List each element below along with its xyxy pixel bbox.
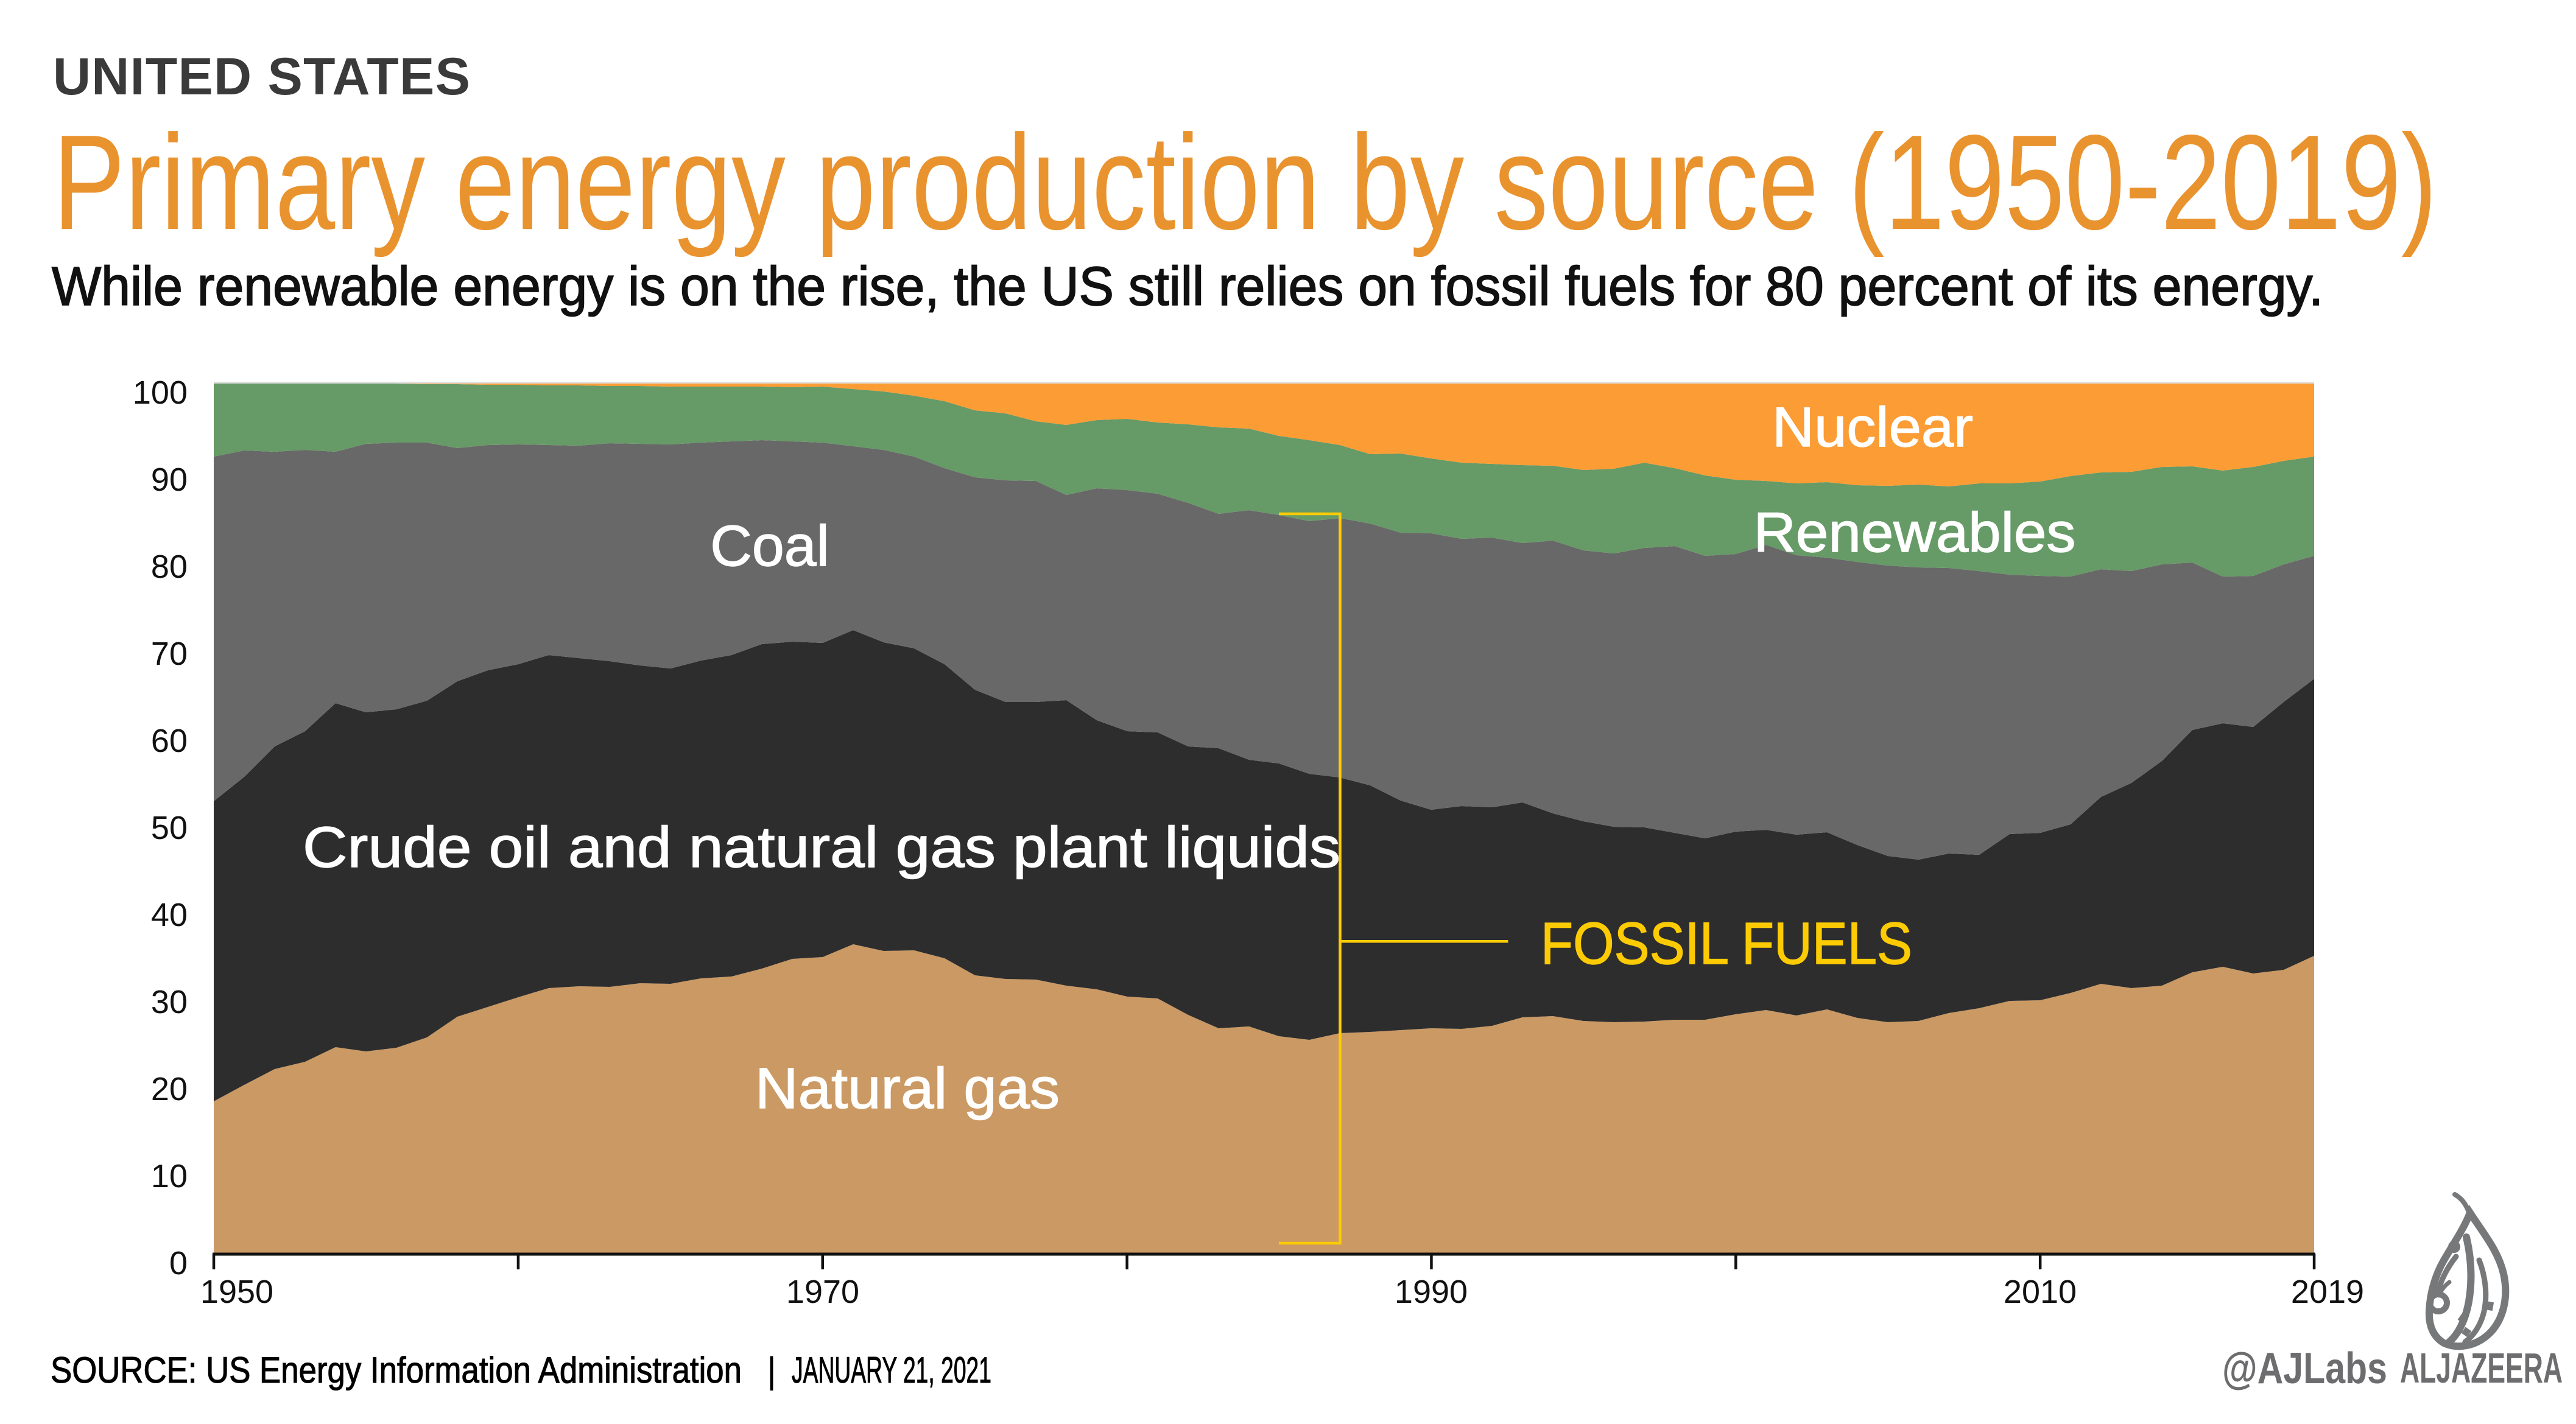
svg-text:@AJLabs: @AJLabs [2222,1344,2387,1393]
svg-text:60: 60 [151,723,188,759]
svg-text:80: 80 [151,549,188,585]
svg-text:JANUARY 21, 2021: JANUARY 21, 2021 [792,1350,991,1391]
svg-text:Nuclear: Nuclear [1772,396,1973,458]
svg-text:0: 0 [169,1245,188,1282]
svg-text:1990: 1990 [1395,1274,1468,1310]
svg-text:1970: 1970 [786,1274,859,1310]
svg-text:Primary energy production by s: Primary energy production by source (195… [53,107,2437,258]
svg-text:30: 30 [151,984,188,1020]
svg-text:Coal: Coal [710,514,829,578]
svg-text:70: 70 [151,636,188,672]
svg-text:50: 50 [151,810,188,846]
svg-text:ALJAZEERA: ALJAZEERA [2400,1344,2563,1392]
svg-text:Renewables: Renewables [1754,502,2076,564]
svg-text:|: | [767,1350,776,1391]
svg-text:Natural gas: Natural gas [755,1056,1060,1121]
svg-text:10: 10 [151,1158,188,1194]
svg-text:FOSSIL FUELS: FOSSIL FUELS [1541,910,1912,977]
svg-text:40: 40 [151,897,188,933]
svg-text:Crude oil and natural gas plan: Crude oil and natural gas plant liquids [303,815,1340,880]
svg-text:UNITED STATES: UNITED STATES [53,47,470,106]
svg-text:20: 20 [151,1071,188,1107]
svg-text:2019: 2019 [2291,1274,2364,1310]
svg-text:2010: 2010 [2004,1274,2077,1310]
svg-text:100: 100 [133,374,188,411]
svg-text:While renewable energy is on t: While renewable energy is on the rise, t… [52,256,2323,317]
svg-text:1950: 1950 [200,1274,273,1310]
svg-text:SOURCE: US Energy Information: SOURCE: US Energy Information Administra… [51,1350,742,1391]
svg-text:90: 90 [151,461,188,498]
